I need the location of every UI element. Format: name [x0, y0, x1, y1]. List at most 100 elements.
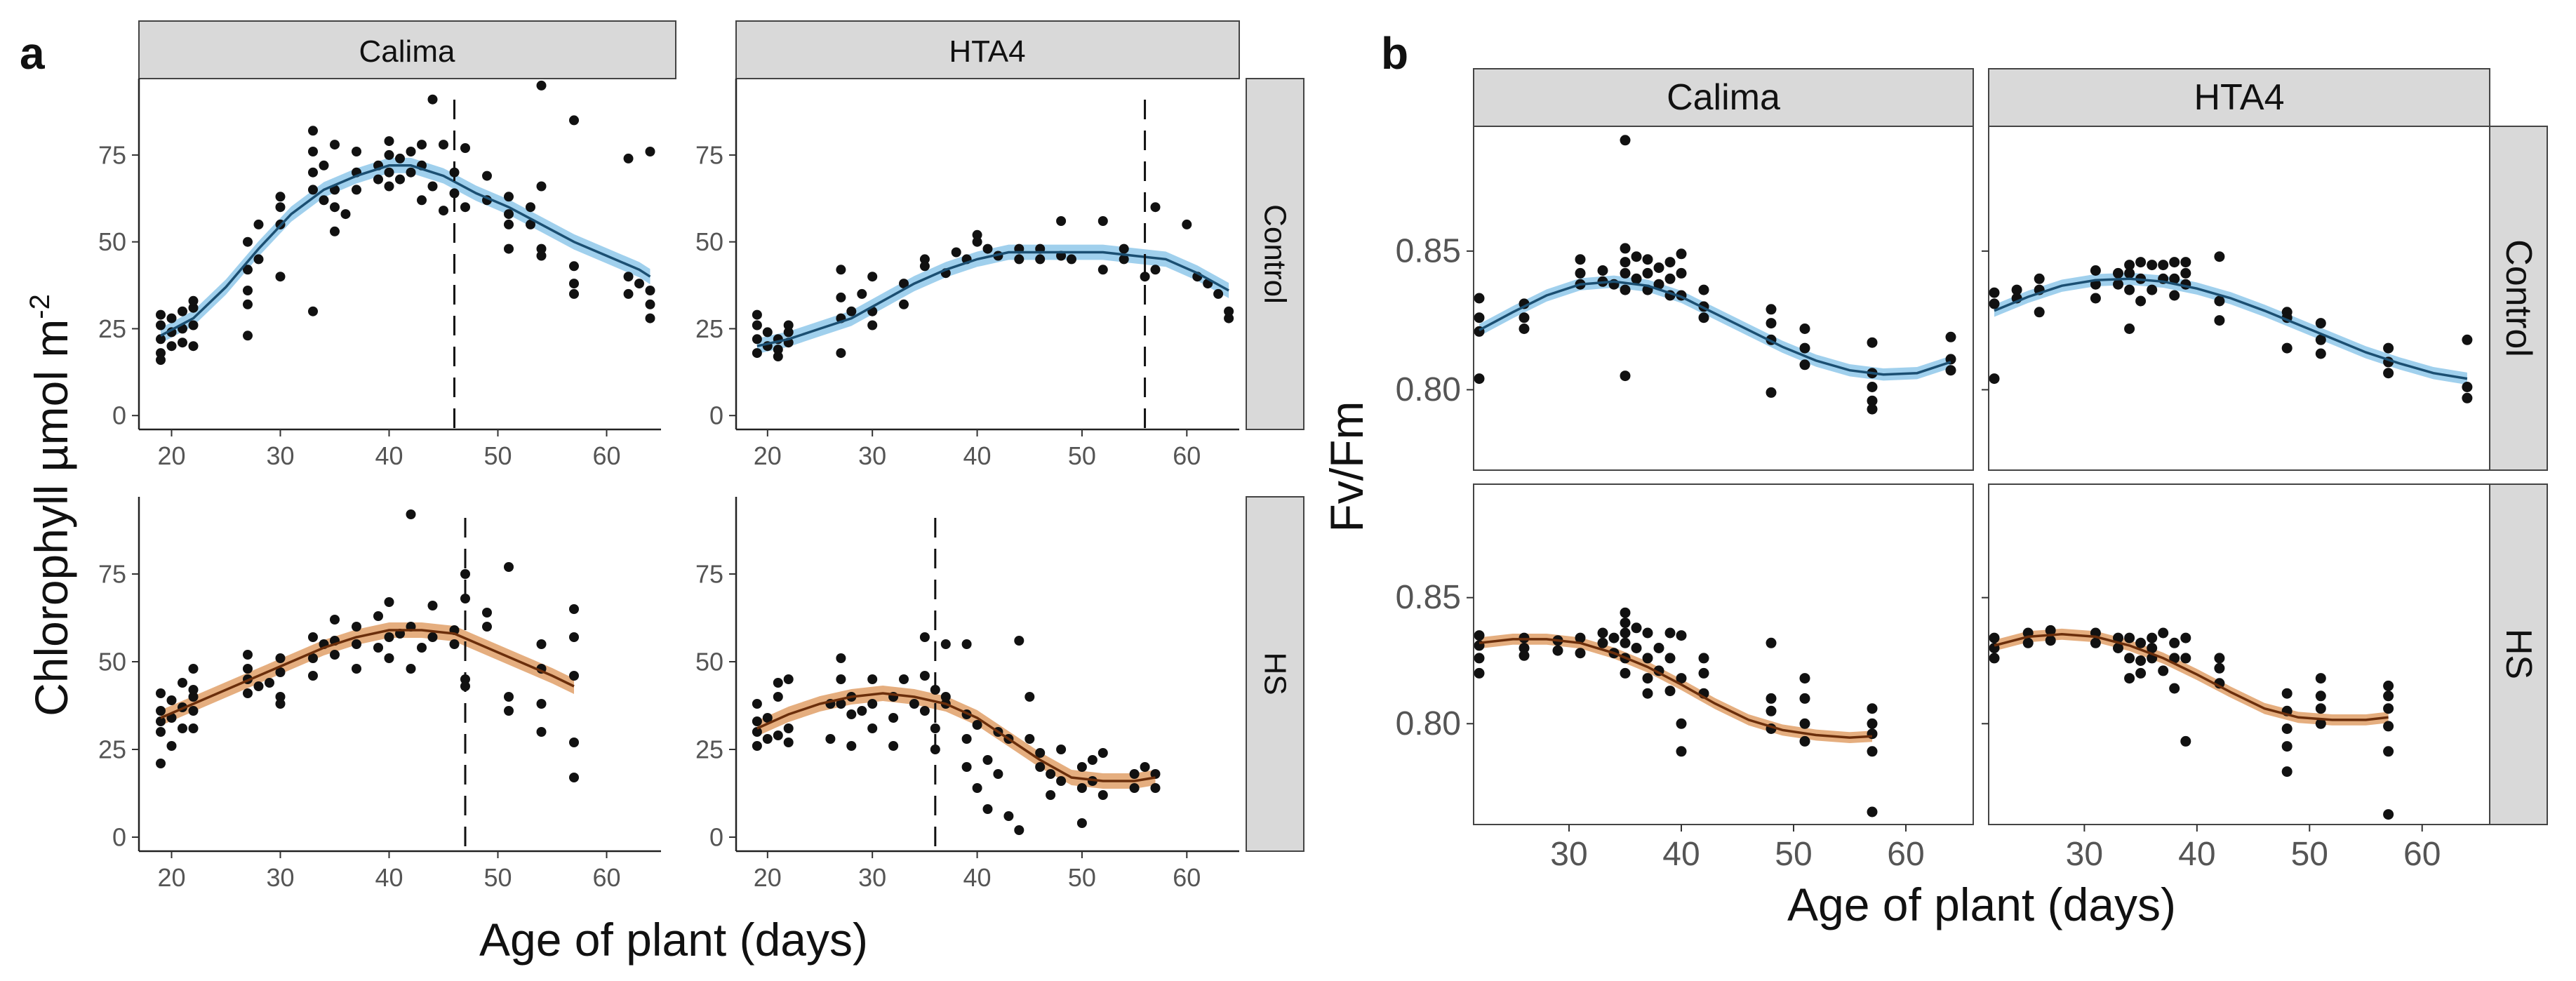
- data-point: [373, 643, 383, 653]
- data-point: [427, 94, 438, 105]
- data-point: [1140, 272, 1150, 282]
- data-point: [846, 306, 857, 316]
- data-point: [1989, 373, 2000, 385]
- data-point: [899, 299, 909, 309]
- data-point: [645, 299, 655, 309]
- data-point: [961, 762, 972, 772]
- data-point: [773, 692, 783, 702]
- facet-b-calima-control: 0.80 0.85: [1396, 126, 1974, 471]
- data-point: [783, 327, 794, 338]
- data-point: [623, 288, 634, 299]
- data-point: [961, 734, 972, 744]
- data-point: [275, 272, 286, 282]
- data-point: [1575, 648, 1586, 659]
- data-point: [972, 720, 982, 730]
- data-point: [2135, 257, 2147, 268]
- strip-b-calima-label: Calima: [1667, 77, 1780, 118]
- facet-b-hta4-hs: 30 40 50 60: [1982, 483, 2490, 873]
- data-point: [166, 695, 177, 705]
- data-point: [1056, 745, 1067, 754]
- data-point: [330, 615, 340, 625]
- data-point: [439, 140, 448, 150]
- data-point: [1799, 735, 1810, 747]
- data-point: [504, 692, 514, 702]
- data-point: [993, 769, 1003, 779]
- strip-a-calima: [138, 20, 676, 79]
- data-point: [188, 706, 199, 716]
- data-point: [1150, 769, 1161, 779]
- confidence-band: [1994, 628, 2389, 726]
- data-point: [2315, 703, 2326, 714]
- data-point: [243, 286, 253, 295]
- data-point: [2113, 267, 2123, 279]
- data-point: [783, 738, 794, 747]
- data-point: [752, 309, 762, 320]
- data-point: [1620, 618, 1631, 629]
- panel-border: [1473, 483, 1974, 825]
- data-point: [1056, 776, 1067, 786]
- data-point: [449, 639, 460, 649]
- data-point: [395, 174, 405, 185]
- data-point: [919, 254, 930, 265]
- y-tick-label: 25: [98, 735, 126, 764]
- data-point: [857, 706, 867, 716]
- data-point: [1989, 653, 2000, 664]
- x-tick-label: 20: [754, 863, 782, 892]
- data-point: [919, 706, 930, 716]
- data-point: [395, 153, 405, 164]
- data-point: [243, 299, 253, 309]
- data-point: [2135, 655, 2147, 666]
- data-point: [1664, 273, 1676, 284]
- data-point: [1474, 653, 1485, 664]
- data-point: [846, 709, 857, 719]
- data-point: [1698, 653, 1709, 664]
- fitted-line: [756, 692, 1156, 782]
- data-point: [1046, 769, 1056, 779]
- data-point: [1575, 632, 1586, 643]
- data-point: [888, 741, 899, 751]
- panel-a-y-axis-title: Chlorophyll µmol m-2: [25, 294, 77, 716]
- data-point: [940, 639, 951, 649]
- data-point: [1676, 248, 1687, 260]
- data-point: [427, 632, 438, 642]
- data-point: [752, 716, 762, 726]
- data-point: [846, 741, 857, 751]
- data-point: [417, 643, 427, 653]
- data-point: [1474, 293, 1485, 304]
- x-tick-label: 30: [266, 441, 294, 470]
- y-tick-label: 50: [695, 648, 723, 676]
- strip-a-calima-label: Calima: [359, 34, 455, 69]
- data-point: [1150, 265, 1161, 275]
- data-point: [867, 674, 878, 684]
- data-point: [1474, 630, 1485, 641]
- data-point: [1519, 632, 1530, 643]
- data-point: [1799, 323, 1810, 334]
- data-point: [536, 181, 547, 192]
- data-point: [634, 279, 644, 289]
- data-point: [783, 674, 794, 684]
- data-point: [1097, 265, 1108, 275]
- data-point: [1642, 627, 1653, 639]
- data-point: [384, 181, 394, 192]
- data-point: [1150, 783, 1161, 793]
- data-point: [384, 167, 394, 178]
- data-point: [1035, 254, 1046, 265]
- data-point: [1642, 254, 1653, 265]
- data-point: [1642, 673, 1653, 684]
- y-tick-label: 0.80: [1396, 371, 1461, 408]
- data-point: [951, 247, 961, 258]
- y-tick-label: 25: [98, 314, 126, 343]
- data-point: [330, 140, 340, 150]
- data-point: [166, 741, 177, 751]
- data-point: [1631, 643, 1642, 653]
- data-point: [762, 713, 773, 723]
- data-point: [2124, 673, 2135, 684]
- strip-a-hta4: [735, 20, 1240, 79]
- data-point: [867, 699, 878, 709]
- data-point: [1766, 693, 1777, 704]
- data-point: [1989, 298, 2000, 309]
- confidence-band: [161, 157, 650, 344]
- data-point: [308, 185, 318, 195]
- data-point: [1766, 705, 1777, 716]
